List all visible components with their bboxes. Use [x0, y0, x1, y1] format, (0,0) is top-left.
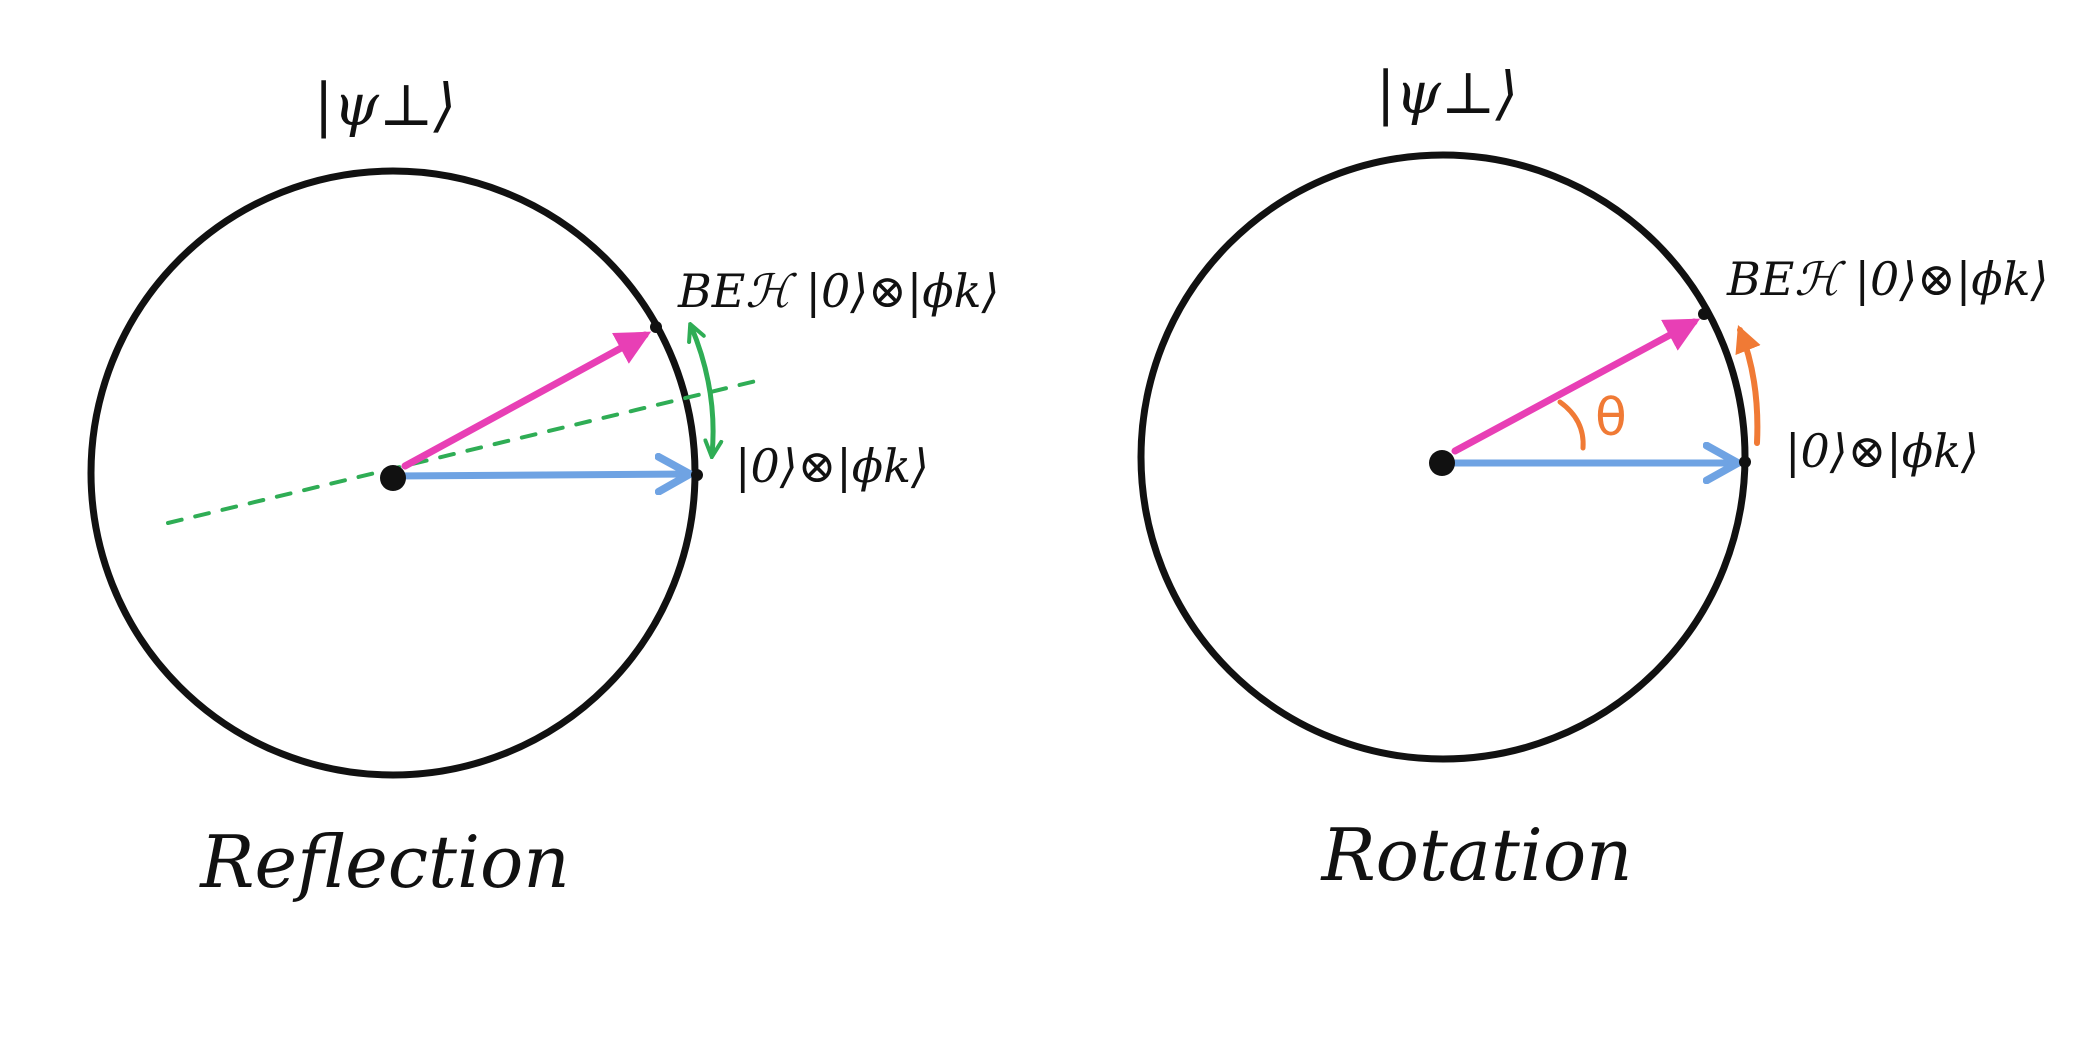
reflection-upper-point	[650, 321, 662, 333]
reflection-swap-arrow	[691, 326, 713, 455]
rotation-upper-point	[1698, 308, 1710, 320]
rotation-panel: θ |ψ⊥⟩ BEℋ |0⟩⊗|ϕk⟩ |0⟩⊗|ϕk⟩ Rotation	[1137, 59, 2048, 897]
rotation-caption: Rotation	[1319, 813, 1632, 897]
rotation-upper-vector	[1451, 318, 1701, 455]
rotation-center-dot	[1429, 450, 1455, 476]
rotation-angle-label: θ	[1595, 388, 1627, 448]
rotation-direction-arrow	[1735, 324, 1761, 446]
rotation-angle-arc	[1557, 399, 1586, 451]
reflection-center-dot	[380, 465, 406, 491]
rotation-lower-vector-label: |0⟩⊗|ϕk⟩	[1785, 424, 1979, 478]
rotation-lower-point	[1739, 456, 1751, 468]
rotation-top-label: |ψ⊥⟩	[1376, 59, 1518, 127]
reflection-upper-vector	[401, 331, 652, 470]
reflection-top-label: |ψ⊥⟩	[314, 71, 456, 139]
reflection-upper-vector-label: BEℋ |0⟩⊗|ϕk⟩	[677, 264, 999, 318]
reflection-panel: |ψ⊥⟩ BEℋ |0⟩⊗|ϕk⟩ |0⟩⊗|ϕk⟩ Reflection	[87, 71, 999, 904]
reflection-lower-vector-label: |0⟩⊗|ϕk⟩	[735, 439, 929, 493]
reflection-caption: Reflection	[198, 820, 569, 904]
reflection-lower-point	[691, 469, 703, 481]
rotation-upper-vector-label: BEℋ |0⟩⊗|ϕk⟩	[1726, 252, 2048, 306]
reflection-axis-dashed-line	[166, 379, 758, 525]
reflection-lower-vector	[389, 474, 690, 476]
